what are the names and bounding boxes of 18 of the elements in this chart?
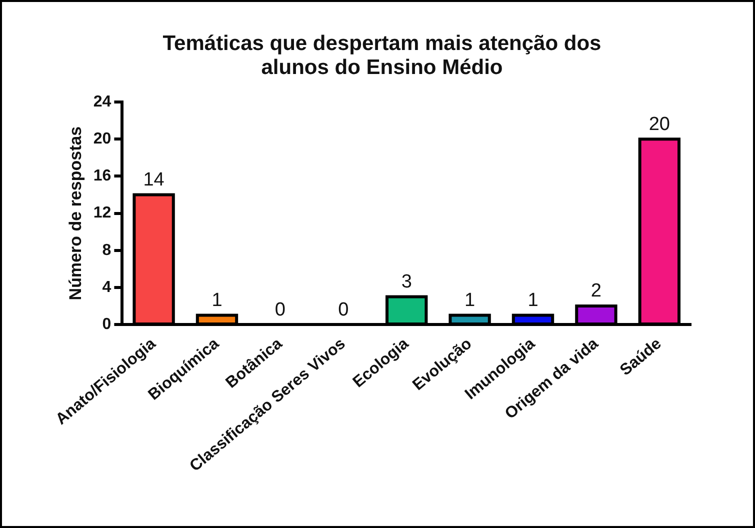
data-label: 1 bbox=[212, 290, 222, 312]
y-tick-label: 16 bbox=[93, 168, 112, 185]
data-label: 14 bbox=[143, 169, 165, 190]
y-tick-label: 20 bbox=[93, 130, 112, 148]
y-tick-label: 24 bbox=[93, 93, 112, 110]
data-label: 20 bbox=[648, 114, 670, 135]
data-label: 1 bbox=[464, 290, 476, 312]
data-label: 3 bbox=[401, 271, 412, 292]
y-tick-label: 0 bbox=[102, 316, 112, 333]
y-tick-label: 4 bbox=[102, 278, 112, 296]
data-label: 1 bbox=[528, 290, 538, 312]
y-tick-label: 8 bbox=[102, 242, 112, 259]
data-label: 0 bbox=[274, 299, 286, 320]
chart-title: Temáticas que despertam mais atenção dos alunos do Ensino Médio bbox=[162, 32, 602, 80]
data-label: 0 bbox=[338, 299, 349, 320]
y-axis-title: Número de respostas bbox=[66, 126, 85, 300]
data-label: 2 bbox=[590, 280, 602, 302]
y-tick-label: 12 bbox=[93, 204, 112, 222]
